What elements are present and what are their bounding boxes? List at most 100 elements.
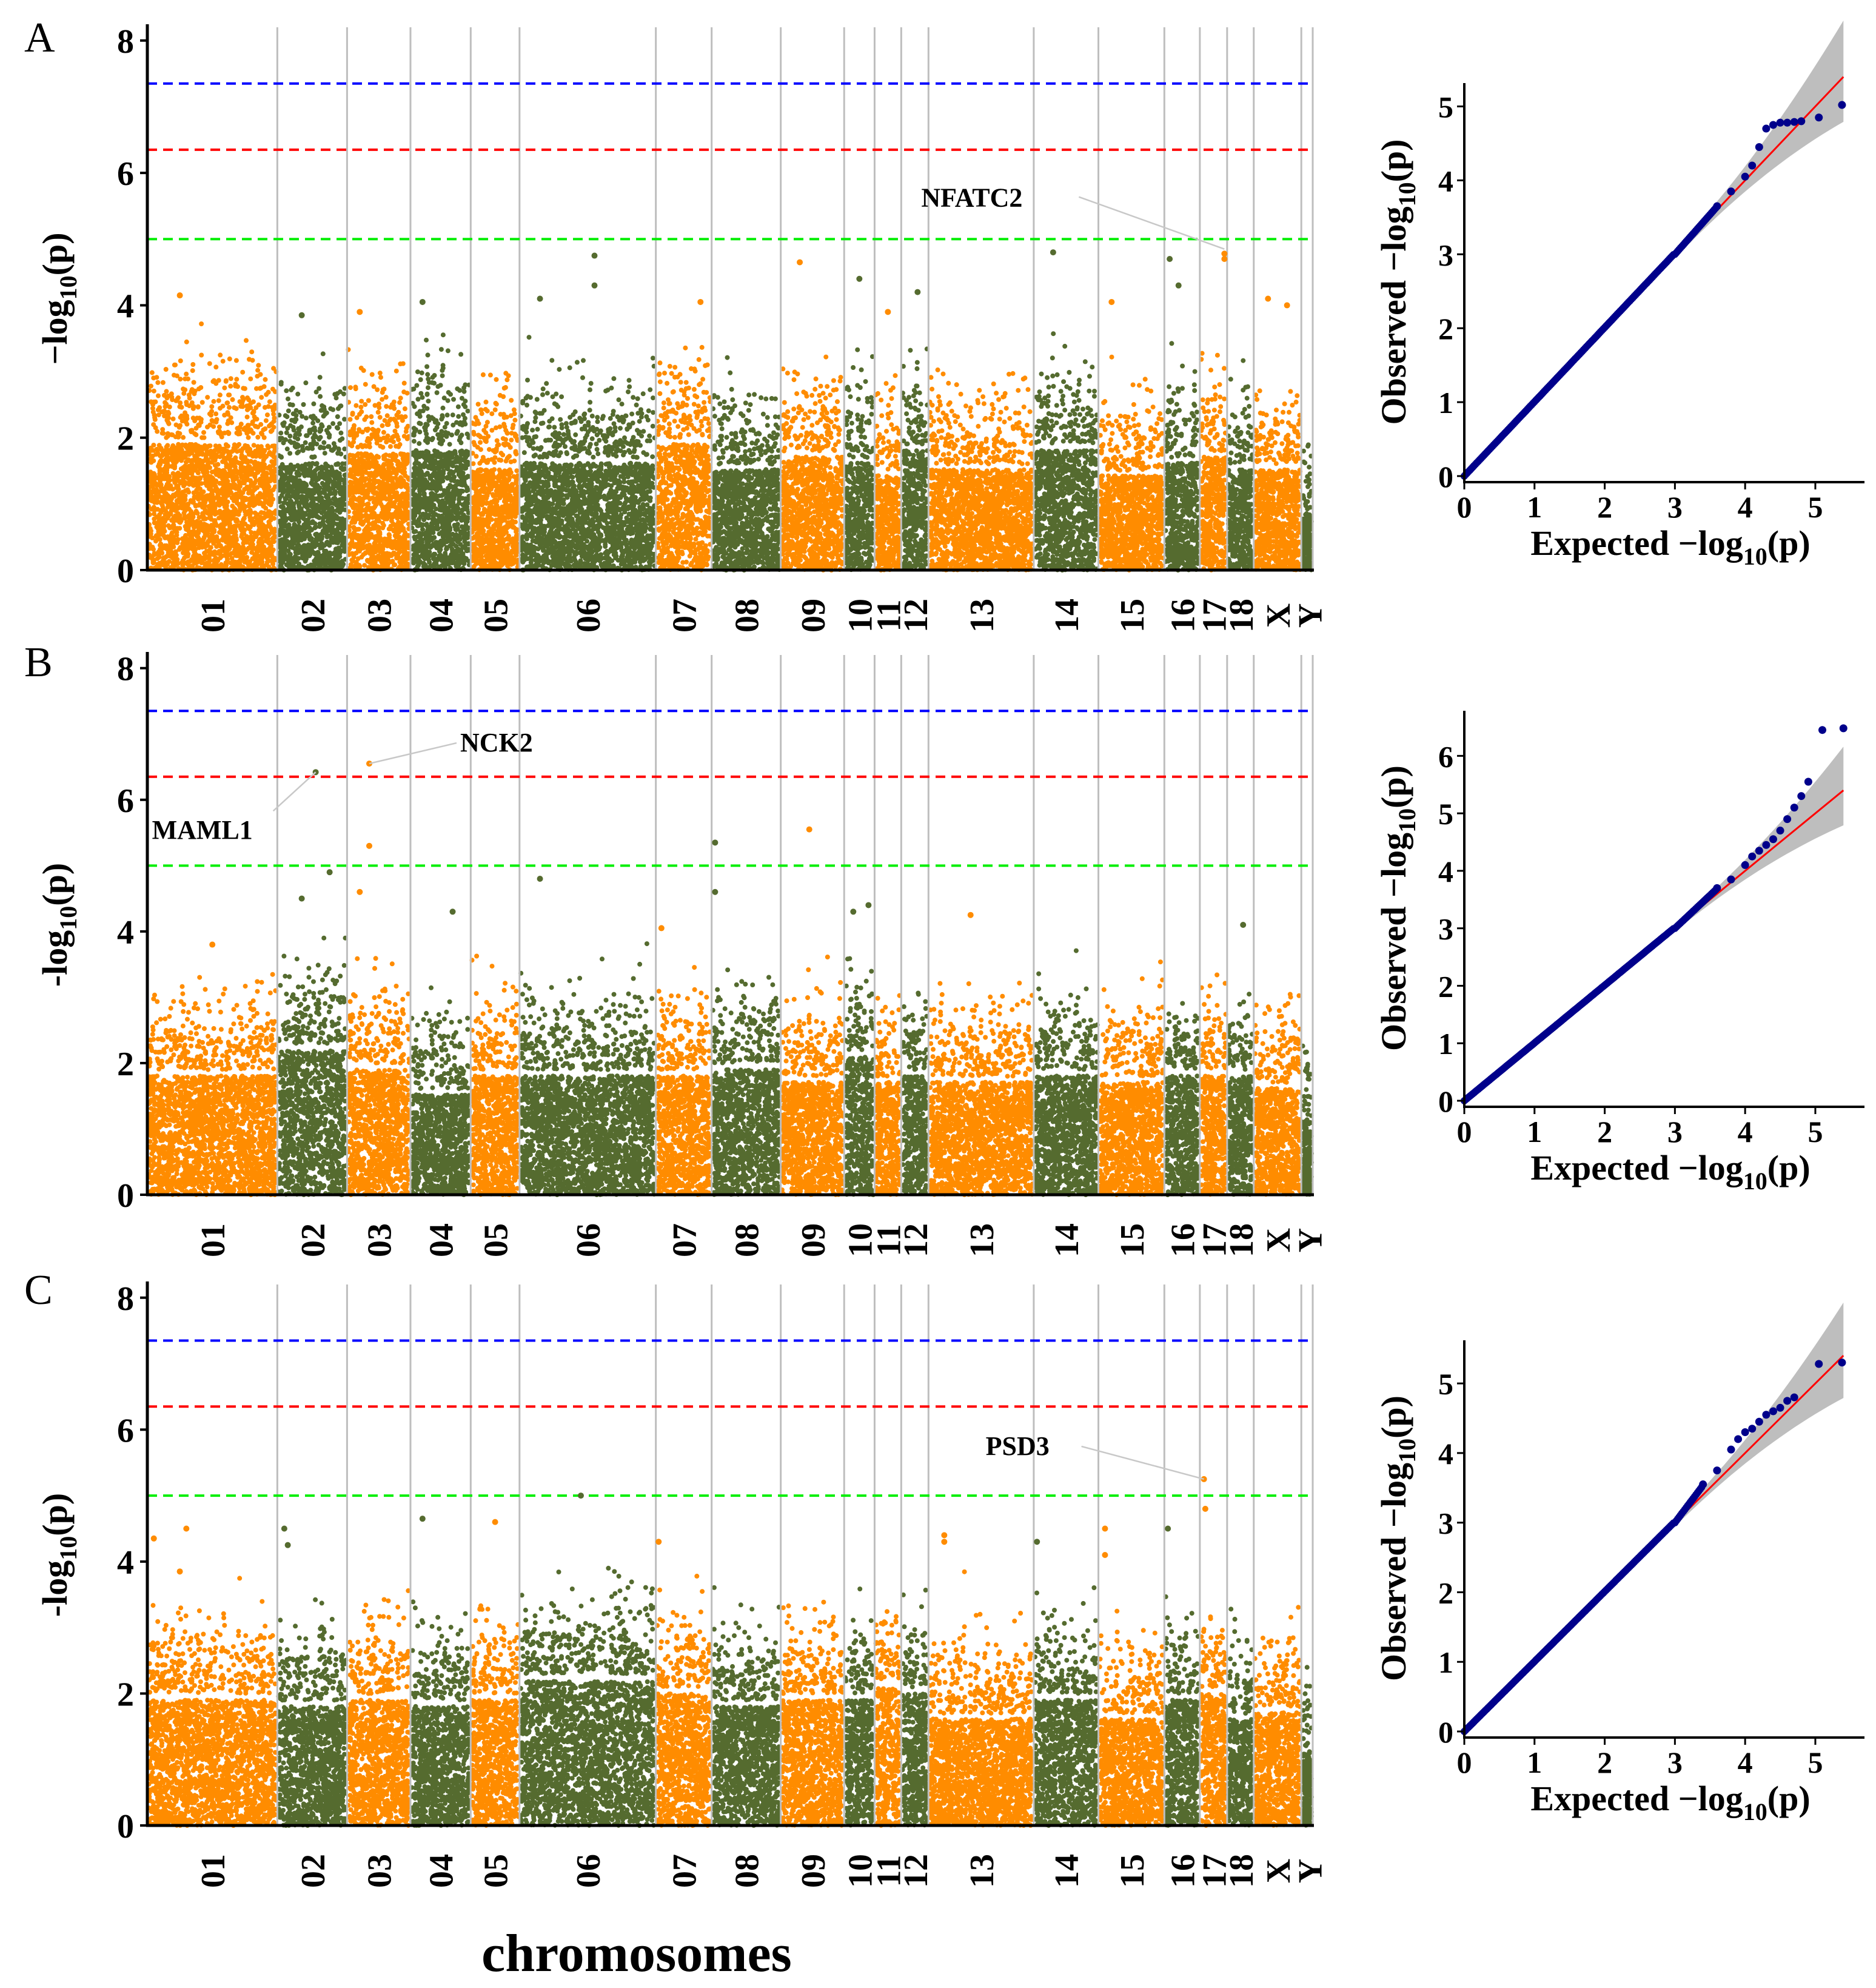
qq-tail-point — [1734, 1435, 1743, 1443]
qq-tail-point — [1838, 1358, 1846, 1367]
top-snp-point — [1102, 1525, 1108, 1532]
top-snp-point — [1165, 1525, 1171, 1532]
y-tick-label: 8 — [117, 1280, 134, 1318]
qq-x-tick-label: 4 — [1738, 1745, 1753, 1779]
top-snp-point — [1175, 282, 1182, 289]
chromosome-label: 03 — [361, 1223, 399, 1257]
top-snp-point — [850, 908, 857, 915]
chromosome-label: 11 — [870, 1224, 908, 1257]
top-snp-point — [941, 1532, 948, 1539]
qq-tail-point — [1748, 1425, 1757, 1433]
chromosome-label: 14 — [1048, 599, 1086, 633]
qq-x-tick-label: 5 — [1807, 1745, 1823, 1779]
top-snp-point — [281, 1525, 287, 1532]
top-snp-point — [1108, 298, 1115, 305]
qq-tail-point — [1769, 1407, 1777, 1415]
chromosome-label: 05 — [478, 1854, 515, 1888]
qq-tail-point — [1713, 884, 1721, 892]
qq-y-tick-label: 0 — [1438, 460, 1453, 494]
qq-tail-point — [1727, 1445, 1735, 1454]
qq-tail-point — [1713, 1466, 1721, 1475]
y-tick-label: 0 — [117, 1808, 134, 1845]
qq-tail-point — [1762, 124, 1770, 133]
chromosome-label: 09 — [795, 599, 832, 633]
qq-y-tick-label: 3 — [1438, 1506, 1453, 1540]
qq-y-tick-label: 2 — [1438, 312, 1453, 346]
qq-tail-point — [1815, 113, 1823, 122]
qq-points-bulk — [1461, 1483, 1706, 1735]
chromosome-label: 10 — [842, 1223, 879, 1257]
snp-cloud-even — [276, 331, 1314, 573]
chromosome-label: 09 — [795, 1223, 832, 1257]
qq-x-tick-label: 1 — [1527, 490, 1542, 524]
top-snp-point — [537, 295, 543, 302]
top-snp-point — [492, 1519, 498, 1525]
qq-tail-point — [1783, 1397, 1792, 1405]
top-snp-point — [591, 252, 598, 259]
top-snp-point — [150, 1535, 157, 1542]
top-snp-point — [419, 1516, 426, 1522]
chromosome-label: 04 — [423, 599, 461, 633]
y-axis-label: -log10(p) — [35, 863, 82, 987]
chromosome-label: 15 — [1114, 1223, 1151, 1257]
qq-plot-b: 0 1 2 3 4 5 0 1 2 3 4 5 6 Expected −log10(p) Observed … — [1374, 711, 1864, 1195]
qq-x-tick-label: 4 — [1738, 490, 1753, 524]
top-snp-point — [1284, 302, 1290, 309]
chromosome-label: 02 — [295, 1854, 332, 1888]
snp-cloud-odd — [146, 953, 1302, 1197]
chromosome-label: 18 — [1223, 599, 1261, 633]
snp-cloud-odd — [146, 1569, 1303, 1828]
qq-tail-point — [1838, 101, 1846, 109]
qq-x-tick-label: 2 — [1597, 490, 1612, 524]
chromosome-label: 02 — [295, 599, 332, 633]
chromosome-label: 03 — [361, 1854, 399, 1888]
chromosome-label: 14 — [1048, 1854, 1086, 1888]
top-snp-point — [856, 275, 863, 282]
top-snp-point — [419, 298, 426, 305]
chromosome-label: 17 — [1196, 1223, 1233, 1257]
qq-tail-point — [1790, 804, 1798, 812]
y-tick-label: 4 — [117, 287, 134, 325]
qq-x-tick-label: 3 — [1667, 490, 1683, 524]
qq-tail-point — [1769, 121, 1777, 129]
top-snp-point — [176, 1568, 183, 1575]
x-axis-title: chromosomes — [481, 1924, 792, 1983]
y-tick-label: 8 — [117, 23, 134, 61]
qq-x-tick-label: 5 — [1807, 1115, 1823, 1149]
points-layer — [146, 321, 1314, 1828]
qq-x-tick-label: 0 — [1457, 490, 1472, 524]
qq-y-tick-label: 3 — [1438, 912, 1453, 946]
top-snp-point — [712, 888, 719, 895]
chromosome-label: 09 — [795, 1854, 832, 1888]
top-snp-point — [914, 289, 921, 295]
qq-y-tick-label: 5 — [1438, 1367, 1453, 1401]
top-snp-point — [357, 309, 363, 315]
qq-x-tick-label: 0 — [1457, 1115, 1472, 1149]
chromosome-label: 18 — [1223, 1223, 1261, 1257]
qq-tail-point — [1755, 1417, 1763, 1426]
y-tick-label: 8 — [117, 651, 134, 688]
top-snp-point — [284, 1542, 291, 1548]
snp-points — [146, 1565, 1314, 1828]
qq-tail-point — [1727, 187, 1735, 196]
qq-y-tick-label: 0 — [1438, 1084, 1453, 1118]
qq-tail-point — [1776, 118, 1784, 127]
chromosome-label: 10 — [842, 1854, 879, 1888]
panel-letter: C — [24, 1267, 53, 1314]
top-snp-point — [1240, 922, 1247, 928]
chromosome-label: Y — [1292, 603, 1330, 628]
chromosome-label: 13 — [963, 1854, 1001, 1888]
qq-tail-point — [1755, 143, 1763, 152]
top-snp-point — [697, 298, 704, 305]
chromosome-label: 18 — [1223, 1854, 1261, 1888]
qq-x-tick-label: 1 — [1527, 1745, 1542, 1779]
chromosome-label: 15 — [1114, 1854, 1151, 1888]
y-axis-label: −log10(p) — [35, 232, 82, 364]
top-snp-point — [1034, 1539, 1040, 1545]
qq-y-tick-label: 6 — [1438, 739, 1453, 773]
y-tick-label: 6 — [117, 1412, 134, 1449]
y-tick-label: 4 — [117, 1544, 134, 1582]
gene-label: PSD3 — [986, 1431, 1050, 1461]
